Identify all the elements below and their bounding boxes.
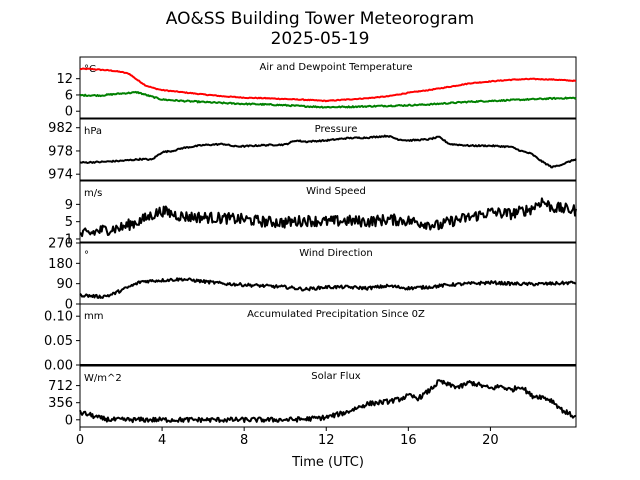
series-line-1: [79, 67, 577, 103]
panel-unit: °: [84, 250, 89, 261]
x-tick-label: 12: [318, 433, 335, 448]
y-tick-label: 270: [48, 237, 73, 252]
chart-title: AO&SS Building Tower Meteorogram: [166, 9, 474, 29]
y-tick-label: 356: [48, 396, 73, 411]
y-tick-label: 9: [65, 198, 73, 213]
panel-frame: [79, 56, 577, 119]
panel-title: Solar Flux: [311, 371, 361, 382]
series-line-1: [79, 379, 577, 424]
y-tick-label: 180: [48, 257, 73, 272]
panel-unit: m/s: [84, 188, 102, 199]
panel-5: 0.00 0.05 0.10 Accumulated Precipitation Si…: [44, 303, 577, 374]
x-tick-label: 16: [400, 433, 417, 448]
x-tick-label: 8: [240, 433, 248, 448]
panel-2: 974 978 982 Pressure hPa: [48, 118, 577, 183]
y-tick-label: 12: [56, 72, 73, 87]
panel-4: 0 90 180 270 Wind Direction °: [48, 237, 577, 313]
series-line-1: [79, 277, 577, 299]
panel-title: Wind Direction: [299, 248, 373, 259]
y-tick-label: 0: [65, 105, 73, 120]
y-tick-label: 978: [48, 144, 73, 159]
series-line-1: [79, 134, 577, 169]
chart-subtitle: 2025-05-19: [271, 29, 370, 49]
y-tick-label: 0.10: [44, 310, 73, 325]
panel-frame: [79, 118, 577, 181]
panel-title: Accumulated Precipitation Since 0Z: [247, 309, 425, 320]
y-tick-label: 1: [65, 232, 73, 247]
panel-frame: [79, 365, 577, 428]
y-tick-label: 0: [65, 413, 73, 428]
panel-title: Wind Speed: [306, 186, 366, 197]
y-tick-label: 974: [48, 168, 73, 183]
y-tick-label: 90: [56, 277, 73, 292]
series-line-2: [79, 90, 577, 109]
y-tick-label: 6: [65, 88, 73, 103]
y-tick-label: 5: [65, 215, 73, 230]
panel-title: Air and Dewpoint Temperature: [260, 62, 413, 73]
x-tick-label: 20: [482, 433, 499, 448]
x-tick-label: 0: [76, 433, 84, 448]
panel-unit: W/m^2: [84, 373, 122, 384]
x-axis: 0 4 8 12 16 20: [76, 427, 499, 448]
panel-6: 0 356 712 Solar Flux W/m^2: [48, 365, 577, 428]
y-tick-label: 0.00: [44, 359, 73, 374]
y-tick-label: 982: [48, 121, 73, 136]
y-tick-label: 712: [48, 379, 73, 394]
x-tick-label: 4: [158, 433, 166, 448]
y-tick-label: 0: [65, 298, 73, 313]
x-axis-label: Time (UTC): [291, 455, 364, 470]
panel-unit: mm: [84, 311, 103, 322]
panel-unit: hPa: [84, 126, 102, 137]
panel-3: 1 5 9 Wind Speed m/s: [65, 180, 577, 247]
y-tick-label: 0.05: [44, 334, 73, 349]
series-line-1: [79, 197, 577, 238]
panel-title: Pressure: [315, 124, 358, 135]
